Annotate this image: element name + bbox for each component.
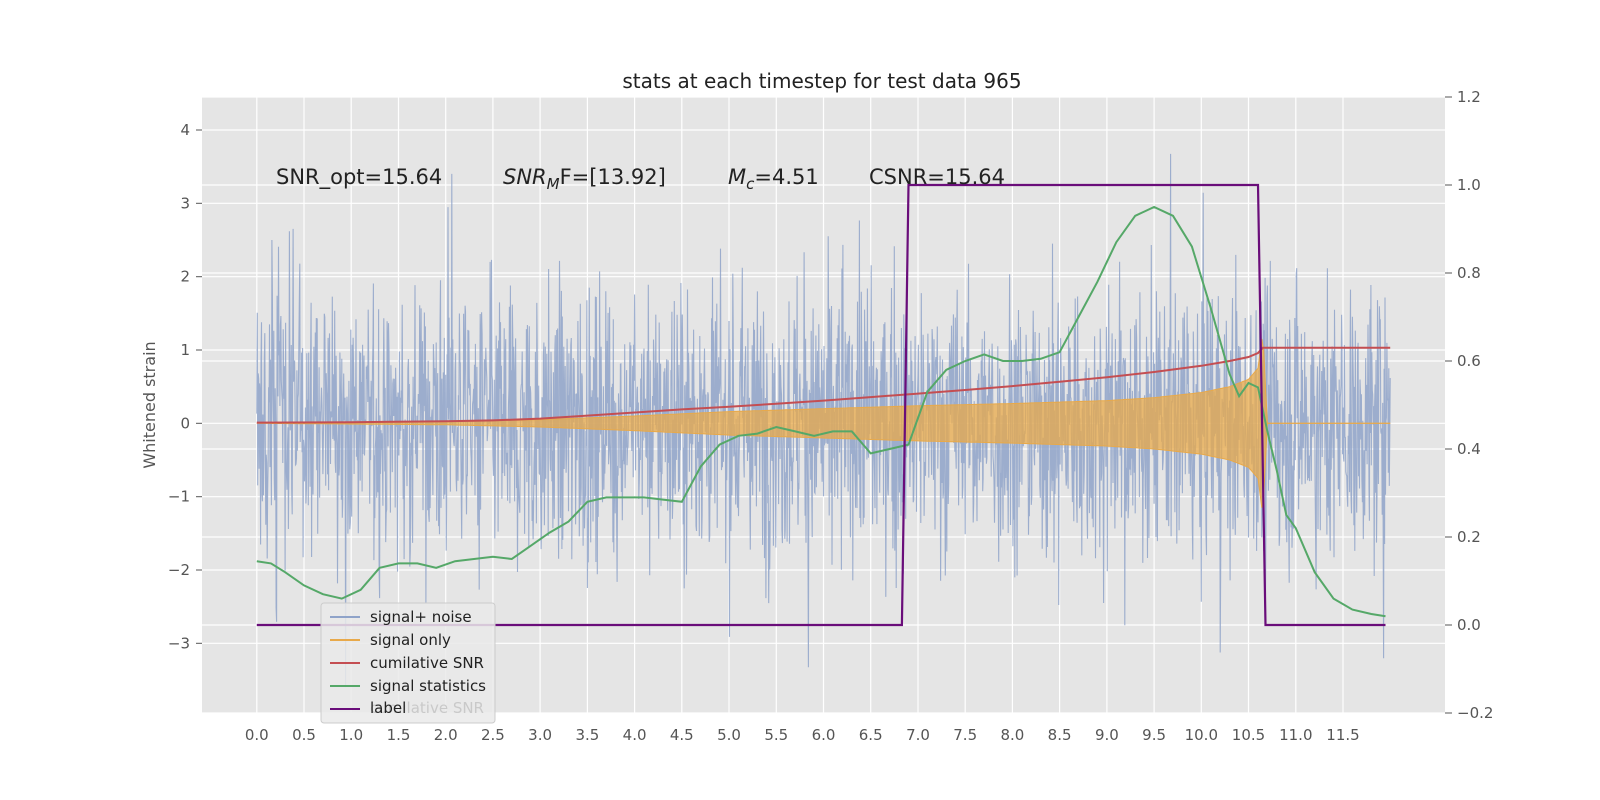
x-tick-label: 4.0 bbox=[623, 726, 647, 744]
y-axis-ticks: 4 3 2 1 0 −1 −2 −3 bbox=[168, 121, 202, 652]
x-tick-label: 4.5 bbox=[670, 726, 694, 744]
legend-box bbox=[320, 602, 496, 724]
x-tick-label: 1.5 bbox=[387, 726, 411, 744]
y2-tick-label: 1.0 bbox=[1457, 176, 1481, 194]
line-series bbox=[256, 183, 1391, 627]
x-tick-label: 8.0 bbox=[1000, 726, 1024, 744]
annotation-snr-mf: SNRMF=[13.92] bbox=[503, 165, 666, 193]
legend-label-label: label bbox=[370, 699, 406, 717]
x-tick-label: 5.0 bbox=[717, 726, 741, 744]
x-tick-label: 7.0 bbox=[906, 726, 930, 744]
x-tick-label: 2.5 bbox=[481, 726, 505, 744]
y2-tick-label: −0.2 bbox=[1457, 704, 1493, 722]
annotation-mc: Mc=4.51 bbox=[728, 165, 819, 193]
x-tick-label: 10.0 bbox=[1185, 726, 1218, 744]
x-tick-label: 9.5 bbox=[1142, 726, 1166, 744]
signal-only-series bbox=[256, 338, 1391, 508]
x-tick-label: 1.0 bbox=[339, 726, 363, 744]
x-tick-label: 0.0 bbox=[245, 726, 269, 744]
y2-tick-label: 0.0 bbox=[1457, 616, 1481, 634]
y2-tick-label: 0.6 bbox=[1457, 352, 1481, 370]
legend-label-noise: signal+ noise bbox=[370, 608, 472, 626]
y-tick-label: −1 bbox=[168, 488, 190, 506]
y2-tick-label: 1.2 bbox=[1457, 88, 1481, 106]
y-tick-label: 1 bbox=[180, 341, 190, 359]
series-label-line bbox=[256, 183, 1386, 627]
x-tick-label: 2.0 bbox=[434, 726, 458, 744]
legend-label-signal: signal only bbox=[370, 631, 451, 649]
x-tick-label: 0.5 bbox=[292, 726, 316, 744]
x-tick-label: 5.5 bbox=[764, 726, 788, 744]
legend-label-csnr: cumilative SNR bbox=[370, 654, 484, 672]
x-tick-label: 6.0 bbox=[812, 726, 836, 744]
x-tick-label: 11.5 bbox=[1326, 726, 1359, 744]
y-tick-label: 2 bbox=[180, 268, 190, 286]
legend-label-stats: signal statistics bbox=[370, 677, 486, 695]
x-tick-label: 7.5 bbox=[953, 726, 977, 744]
legend-ghost-text: cumilative SNR bbox=[370, 699, 484, 717]
series-cumilative-snr-line bbox=[256, 346, 1391, 424]
y2-tick-label: 0.4 bbox=[1457, 440, 1481, 458]
series-signal-noise-line bbox=[256, 153, 1391, 688]
y-tick-label: −3 bbox=[168, 634, 190, 652]
annotation-csnr: CSNR=15.64 bbox=[869, 165, 1005, 189]
y-tick-label: 3 bbox=[180, 194, 190, 212]
x-tick-label: 8.5 bbox=[1048, 726, 1072, 744]
series-signal-only-fill bbox=[256, 338, 1391, 508]
y-axis-label: Whitened strain bbox=[140, 341, 159, 468]
noise-series bbox=[256, 153, 1391, 688]
annotation-snr-opt: SNR_opt=15.64 bbox=[276, 165, 442, 190]
x-tick-label: 11.0 bbox=[1279, 726, 1312, 744]
series-signal-statistics-line bbox=[256, 205, 1386, 618]
y2-axis-ticks: 1.2 1.0 0.8 0.6 0.4 0.2 0.0 −0.2 bbox=[1445, 88, 1493, 722]
x-tick-label: 10.5 bbox=[1232, 726, 1265, 744]
x-axis-ticks: 0.0 0.5 1.0 1.5 2.0 2.5 3.0 3.5 4.0 4.5 5.0 5.5 6.0 6… bbox=[245, 726, 1360, 744]
x-tick-label: 6.5 bbox=[859, 726, 883, 744]
y-tick-label: −2 bbox=[168, 561, 190, 579]
x-tick-label: 3.5 bbox=[575, 726, 599, 744]
y2-tick-label: 0.8 bbox=[1457, 264, 1481, 282]
y-tick-label: 4 bbox=[180, 121, 190, 139]
chart-title: stats at each timestep for test data 965 bbox=[622, 69, 1021, 93]
y-tick-label: 0 bbox=[180, 414, 190, 432]
y2-tick-label: 0.2 bbox=[1457, 528, 1481, 546]
legend: cumilative SNR signal+ noise signal only… bbox=[320, 602, 496, 724]
x-tick-label: 3.0 bbox=[528, 726, 552, 744]
x-tick-label: 9.0 bbox=[1095, 726, 1119, 744]
